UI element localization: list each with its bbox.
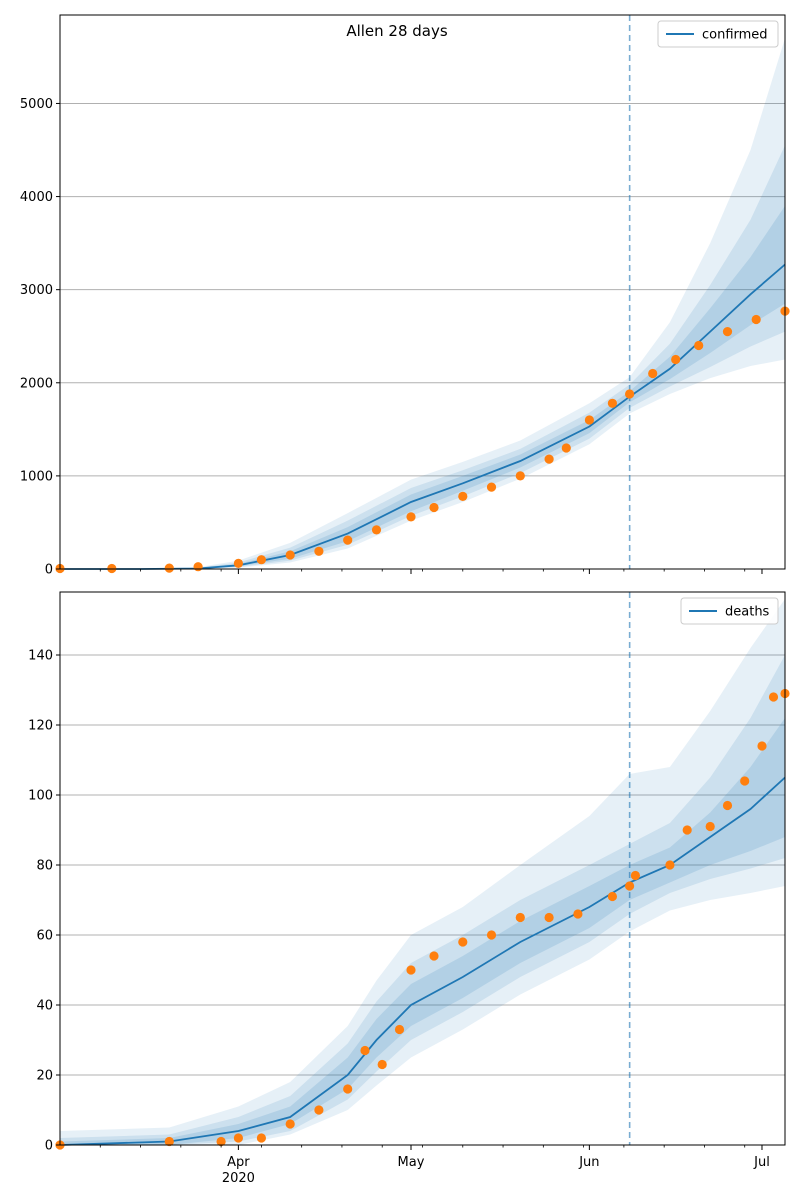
confirmed-y-tick-label: 4000: [20, 190, 53, 205]
chart-title: Allen 28 days: [346, 22, 448, 40]
confirmed-observed-point: [164, 563, 174, 573]
deaths-points: [55, 688, 790, 1150]
x-tick-label: May: [398, 1155, 425, 1170]
deaths-observed-point: [682, 825, 692, 835]
deaths-grid: [60, 654, 785, 1076]
deaths-observed-point: [164, 1136, 174, 1147]
confirmed-observed-point: [607, 398, 618, 408]
deaths-y-tick-label: 140: [28, 649, 53, 664]
deaths-observed-point: [630, 870, 641, 881]
confirmed-observed-point: [193, 562, 203, 572]
deaths-observed-point: [625, 881, 635, 891]
confirmed-bands: [60, 38, 785, 570]
confirmed-legend-box: [657, 20, 779, 48]
confirmed-observed-point: [458, 491, 468, 501]
confirmed-observed-point: [233, 558, 243, 569]
confirmed-y-tick-label: 2000: [20, 376, 53, 391]
deaths-y-tick-label: 80: [36, 859, 53, 874]
deaths-legend: deaths: [680, 597, 779, 625]
deaths-observed-point: [314, 1105, 324, 1115]
deaths-observed-point: [360, 1045, 370, 1056]
deaths-band80-band: [60, 655, 785, 1145]
deaths-observed-point: [458, 937, 468, 947]
deaths-observed-point: [607, 891, 618, 902]
deaths-y-tick-label: 60: [36, 929, 53, 944]
deaths-y-tick-label: 0: [45, 1139, 53, 1154]
confirmed-observed-point: [406, 512, 416, 522]
confirmed-band80-band: [60, 145, 785, 569]
deaths-bands: [60, 599, 785, 1145]
x-tick-label: Jun: [578, 1155, 599, 1170]
confirmed-observed-point: [648, 368, 658, 379]
confirmed-observed-point: [584, 415, 595, 425]
deaths-observed-point: [233, 1133, 243, 1143]
deaths-observed-point: [406, 965, 416, 975]
confirmed-observed-point: [671, 354, 681, 365]
deaths-median: [59, 776, 786, 1146]
deaths-observed-point: [394, 1024, 405, 1035]
deaths-y-ticks: 0 20 40 60 80 100 120 140: [28, 649, 60, 1154]
deaths-median-line: [59, 776, 786, 1146]
x-tick-year-label: 2020: [222, 1171, 255, 1186]
confirmed-y-tick-label: 3000: [20, 283, 53, 298]
confirmed-observed-point: [371, 525, 382, 535]
deaths-observed-point: [740, 776, 750, 786]
confirmed-legend: confirmed: [657, 20, 779, 48]
confirmed-x-ticks: [99, 569, 763, 574]
confirmed-observed-point: [256, 555, 266, 565]
deaths-observed-point: [429, 951, 439, 961]
confirmed-observed-point: [625, 389, 635, 399]
deaths-observed-point: [377, 1059, 387, 1070]
deaths-y-tick-label: 120: [28, 719, 53, 734]
confirmed-observed-point: [722, 327, 733, 337]
deaths-observed-point: [216, 1136, 226, 1147]
confirmed-panel: 0 1000 2000 3000 4000 5000 Allen 28 days conf…: [20, 14, 790, 578]
deaths-legend-box: [680, 597, 779, 625]
confirmed-observed-point: [561, 443, 571, 453]
confirmed-band50-band: [60, 205, 785, 569]
deaths-y-tick-label: 100: [28, 789, 53, 804]
confirmed-observed-point: [544, 454, 554, 464]
confirmed-y-tick-label: 0: [45, 563, 53, 578]
deaths-legend-label: deaths: [725, 605, 770, 620]
deaths-observed-point: [768, 692, 779, 702]
deaths-y-tick-label: 40: [36, 999, 53, 1014]
deaths-observed-point: [665, 860, 675, 870]
deaths-observed-point: [573, 909, 583, 919]
deaths-observed-point: [722, 800, 733, 811]
confirmed-grid: [60, 102, 785, 477]
confirmed-observed-point: [285, 550, 295, 560]
deaths-observed-point: [285, 1119, 295, 1129]
x-tick-label: Jul: [753, 1155, 770, 1170]
deaths-observed-point: [544, 912, 554, 923]
confirmed-y-ticks: 0 1000 2000 3000 4000 5000: [20, 97, 60, 578]
deaths-observed-point: [705, 821, 715, 832]
confirmed-observed-point: [486, 482, 497, 492]
confirmed-observed-point: [429, 502, 439, 513]
deaths-observed-point: [757, 741, 767, 751]
confirmed-y-tick-label: 1000: [20, 469, 53, 484]
confirmed-observed-point: [343, 535, 353, 545]
deaths-band95-band: [60, 599, 785, 1145]
deaths-observed-point: [515, 912, 525, 923]
confirmed-legend-label: confirmed: [702, 28, 768, 43]
deaths-observed-point: [343, 1084, 353, 1094]
x-tick-label: Apr: [227, 1155, 250, 1170]
confirmed-observed-point: [751, 314, 761, 325]
deaths-observed-point: [256, 1133, 266, 1143]
confirmed-observed-point: [314, 546, 324, 556]
confirmed-observed-point: [694, 340, 704, 351]
confirmed-observed-point: [515, 471, 525, 481]
confirmed-y-tick-label: 5000: [20, 97, 53, 112]
deaths-y-tick-label: 20: [36, 1069, 53, 1084]
deaths-observed-point: [486, 930, 497, 940]
